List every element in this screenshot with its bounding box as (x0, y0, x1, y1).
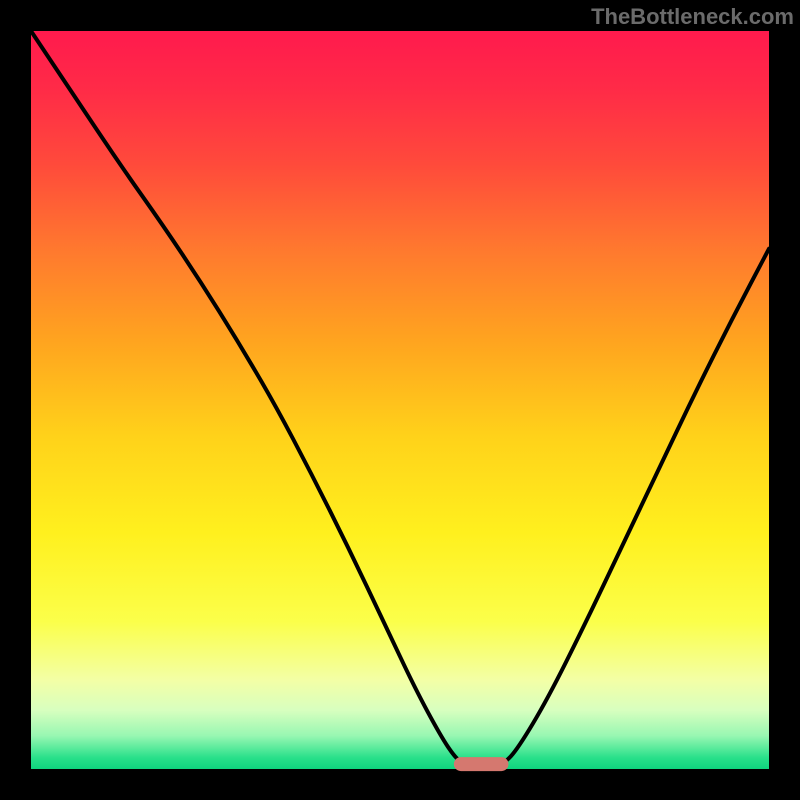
chart-container: TheBottleneck.com (0, 0, 800, 800)
bottleneck-chart (0, 0, 800, 800)
optimal-marker (454, 757, 509, 771)
watermark-text: TheBottleneck.com (591, 4, 794, 30)
